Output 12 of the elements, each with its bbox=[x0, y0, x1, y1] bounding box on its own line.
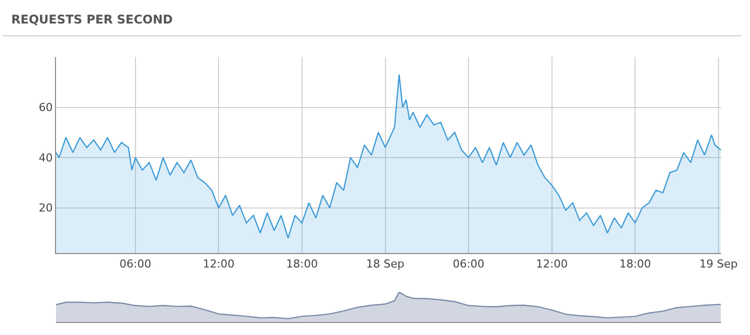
x-tick-label: 12:00 bbox=[202, 257, 235, 270]
y-tick-label: 20 bbox=[38, 202, 53, 215]
chart-title: REQUESTS PER SECOND bbox=[11, 12, 173, 26]
x-tick-label: 06:00 bbox=[452, 257, 484, 270]
y-tick-label: 40 bbox=[38, 151, 53, 164]
x-tick-label: 18 Sep bbox=[366, 257, 404, 270]
x-tick-label: 18:00 bbox=[619, 257, 652, 270]
x-tick-label: 06:00 bbox=[120, 257, 152, 270]
y-tick-label: 60 bbox=[38, 101, 53, 114]
x-tick-label: 19 Sep bbox=[699, 257, 738, 270]
x-tick-label: 18:00 bbox=[286, 257, 318, 270]
x-tick-label: 12:00 bbox=[536, 257, 568, 270]
